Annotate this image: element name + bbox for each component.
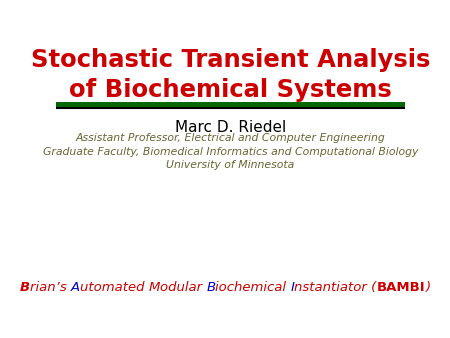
Text: odular: odular — [160, 281, 206, 294]
Text: utomated: utomated — [80, 281, 148, 294]
Text: nstantiator (: nstantiator ( — [294, 281, 377, 294]
Text: ): ) — [425, 281, 431, 294]
Text: Marc D. Riedel: Marc D. Riedel — [175, 120, 286, 135]
Text: iochemical: iochemical — [216, 281, 291, 294]
Text: rian’s: rian’s — [30, 281, 71, 294]
Text: Stochastic Transient Analysis
of Biochemical Systems: Stochastic Transient Analysis of Biochem… — [31, 48, 430, 102]
Text: B: B — [206, 281, 216, 294]
Text: Assistant Professor, Electrical and Computer Engineering
Graduate Faculty, Biome: Assistant Professor, Electrical and Comp… — [43, 133, 419, 170]
Text: M: M — [148, 281, 160, 294]
Text: B: B — [19, 281, 30, 294]
Text: BAMBI: BAMBI — [377, 281, 425, 294]
Text: I: I — [291, 281, 294, 294]
Text: A: A — [71, 281, 80, 294]
